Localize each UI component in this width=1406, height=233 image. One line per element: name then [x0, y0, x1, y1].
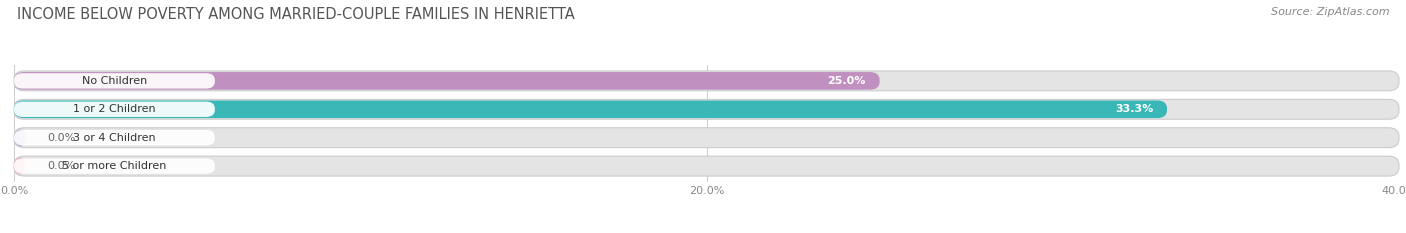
- FancyBboxPatch shape: [14, 128, 1399, 148]
- Text: 1 or 2 Children: 1 or 2 Children: [73, 104, 156, 114]
- FancyBboxPatch shape: [14, 102, 215, 117]
- FancyBboxPatch shape: [14, 71, 1399, 91]
- Text: No Children: No Children: [82, 76, 148, 86]
- Text: INCOME BELOW POVERTY AMONG MARRIED-COUPLE FAMILIES IN HENRIETTA: INCOME BELOW POVERTY AMONG MARRIED-COUPL…: [17, 7, 575, 22]
- FancyBboxPatch shape: [14, 157, 27, 175]
- FancyBboxPatch shape: [14, 73, 215, 89]
- Text: 5 or more Children: 5 or more Children: [62, 161, 167, 171]
- FancyBboxPatch shape: [14, 156, 1399, 176]
- Text: Source: ZipAtlas.com: Source: ZipAtlas.com: [1271, 7, 1389, 17]
- Text: 25.0%: 25.0%: [827, 76, 866, 86]
- FancyBboxPatch shape: [14, 72, 880, 90]
- FancyBboxPatch shape: [14, 129, 27, 147]
- FancyBboxPatch shape: [14, 130, 215, 145]
- Text: 0.0%: 0.0%: [46, 161, 75, 171]
- FancyBboxPatch shape: [14, 158, 215, 174]
- Text: 33.3%: 33.3%: [1115, 104, 1153, 114]
- Text: 0.0%: 0.0%: [46, 133, 75, 143]
- FancyBboxPatch shape: [14, 99, 1399, 119]
- Text: 3 or 4 Children: 3 or 4 Children: [73, 133, 156, 143]
- FancyBboxPatch shape: [14, 100, 1167, 118]
